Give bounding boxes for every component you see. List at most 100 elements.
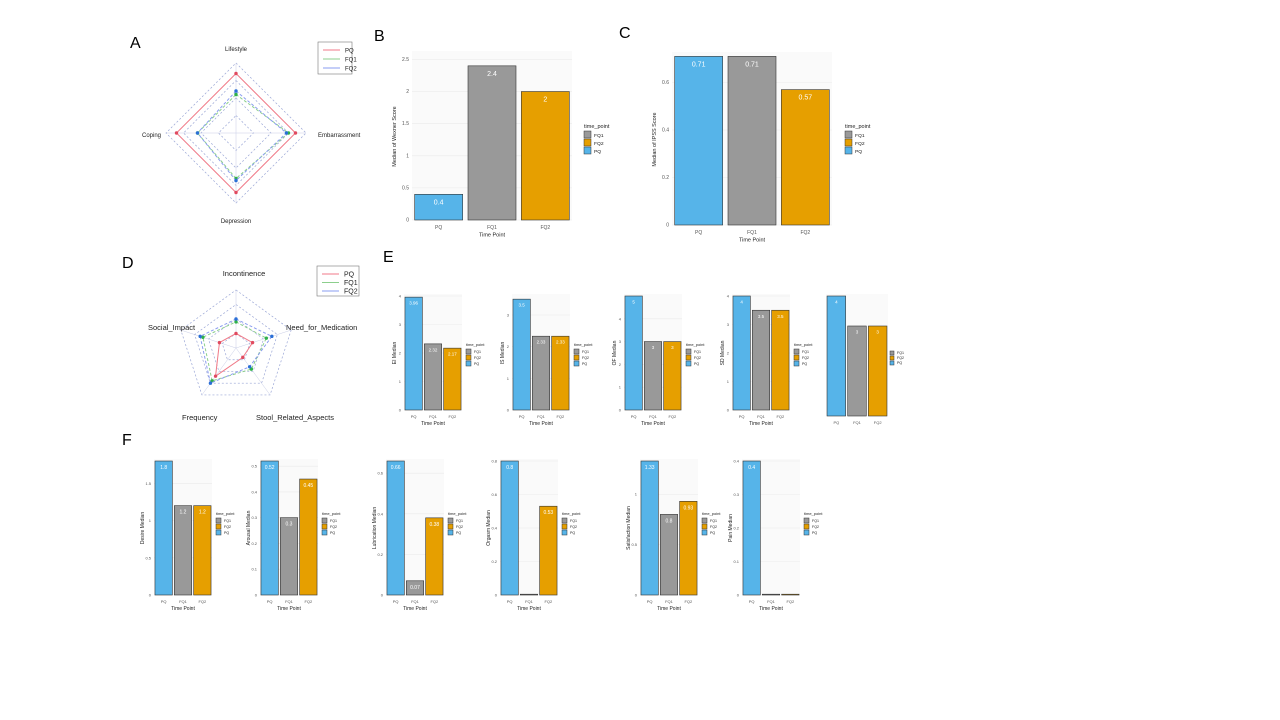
x-tick-label: FQ2	[556, 414, 565, 419]
radar-grid-ring	[194, 304, 278, 384]
x-tick-label: PQ	[507, 599, 513, 604]
y-tick-label: 0	[666, 223, 669, 229]
legend-label-fq2: FQ2	[330, 525, 337, 529]
bar-fq1	[727, 56, 777, 226]
bar-pq	[404, 296, 423, 411]
legend-key-fq1	[844, 130, 853, 139]
radar-point-pq	[217, 340, 222, 345]
x-tick-label: PQ	[695, 230, 702, 236]
x-tick-label: FQ2	[304, 599, 313, 604]
y-tick-label: 0	[149, 593, 152, 598]
x-tick-label: FQ1	[429, 414, 438, 419]
y-tick-label: 0.5	[251, 464, 257, 469]
legend-label-pq: PQ	[897, 361, 902, 365]
y-tick-label: 0.2	[662, 175, 669, 181]
panel-letter-e: E	[383, 249, 394, 266]
bar-value-label: 0.07	[410, 585, 420, 591]
radar-spoke	[201, 347, 237, 396]
y-tick-label: 0	[495, 593, 498, 598]
legend-label-fq2: FQ2	[802, 356, 809, 360]
panel-letter-f: F	[122, 432, 132, 449]
radar-point-fq2	[208, 381, 213, 385]
radar-point-pq	[250, 340, 255, 345]
y-tick-label: 1	[619, 385, 622, 390]
bar-fq1	[279, 517, 298, 596]
bar-fq2	[663, 341, 682, 411]
panel-letter-d: D	[122, 255, 134, 272]
bar-pq	[674, 56, 723, 226]
legend-label-fq1: FQ1	[694, 350, 701, 354]
panel-letter-c: C	[619, 25, 631, 42]
legend-key-fq1	[685, 348, 692, 355]
x-axis-title: Time Point	[739, 238, 766, 244]
x-tick-label: PQ	[411, 414, 417, 419]
legend-label-fq1: FQ1	[594, 133, 604, 139]
bar-pq	[260, 460, 279, 596]
y-tick-label: 0.1	[251, 567, 257, 572]
legend-label-fq2: FQ2	[710, 525, 717, 529]
bar-value-label: 1.2	[180, 510, 187, 516]
x-tick-label: FQ1	[665, 599, 674, 604]
radar-point-fq2	[198, 334, 202, 339]
y-tick-label: 0.2	[251, 541, 257, 546]
x-tick-label: PQ	[519, 414, 525, 419]
x-axis-title: Time Point	[529, 421, 553, 427]
bar-value-label: 1.8	[160, 465, 167, 471]
legend-label-fq2: FQ2	[897, 356, 904, 360]
radar-point-fq2	[234, 89, 238, 93]
bar-fq2	[193, 505, 212, 596]
legend-key-pq	[465, 360, 472, 367]
legend-label-pq: PQ	[456, 531, 461, 535]
x-tick-label: FQ2	[776, 414, 785, 419]
y-tick-label: 0.6	[491, 492, 497, 497]
radar-point-pq	[234, 331, 238, 336]
x-tick-label: FQ1	[487, 225, 497, 231]
y-tick-label: 2	[399, 351, 402, 356]
legend-key-fq1	[465, 348, 472, 355]
legend-title: time_point	[584, 124, 610, 130]
bar-chart-f-arousal: 00.10.20.30.40.5 0.52PQ0.3FQ10.45FQ2Time …	[246, 459, 341, 612]
bar-fq1	[659, 514, 678, 596]
bar-value-label: 2.17	[448, 352, 457, 357]
legend-key-fq2	[803, 523, 810, 530]
radar-grid-ring	[208, 318, 264, 372]
radar-axis-label: Frequency	[182, 413, 218, 422]
x-tick-label: FQ2	[430, 599, 439, 604]
legend-label-pq: PQ	[224, 531, 229, 535]
legend-label-fq2: FQ2	[594, 141, 604, 147]
y-tick-label: 1	[406, 153, 409, 159]
legend-label-fq2: FQ2	[344, 289, 358, 296]
y-tick-label: 2.5	[402, 57, 409, 63]
y-axis-title: Pain Median	[728, 514, 734, 542]
bar-value-label: 0.4	[434, 199, 444, 206]
x-tick-label: FQ2	[540, 225, 550, 231]
legend-label-fq1: FQ1	[456, 519, 463, 523]
x-tick-label: FQ2	[448, 414, 457, 419]
legend-label-fq1: FQ1	[582, 350, 589, 354]
y-tick-label: 1	[727, 379, 730, 384]
bar-fq2	[781, 593, 800, 596]
panel-letter-a: A	[130, 35, 141, 52]
radar-point-fq2	[234, 317, 238, 321]
radar-point-fq1	[234, 320, 238, 324]
bar-value-label: 1.2	[199, 510, 206, 516]
legend-label-pq: PQ	[582, 362, 587, 366]
radar-spoke	[180, 329, 237, 349]
x-tick-label: FQ1	[747, 230, 757, 236]
y-tick-label: 0.6	[377, 471, 383, 476]
radar-point-fq1	[201, 335, 205, 339]
radar-point-fq1	[234, 92, 238, 97]
y-tick-label: 3	[727, 322, 730, 327]
y-axis-title: EI Median	[392, 342, 398, 365]
bar-chart-b: 0 0.5 1 1.5 2 2.5 0.4 PQ 2.4 FQ1 2 FQ2 Time Point Med…	[392, 51, 610, 239]
radar-point-fq2	[195, 131, 200, 135]
radar-point-fq1	[249, 367, 254, 371]
legend-label-fq2: FQ2	[474, 356, 481, 360]
y-tick-label: 0.4	[662, 128, 669, 134]
legend-label-fq2: FQ2	[456, 525, 463, 529]
bar-value-label: 3	[876, 330, 879, 335]
y-axis-title: Orgasm Median	[486, 510, 492, 546]
